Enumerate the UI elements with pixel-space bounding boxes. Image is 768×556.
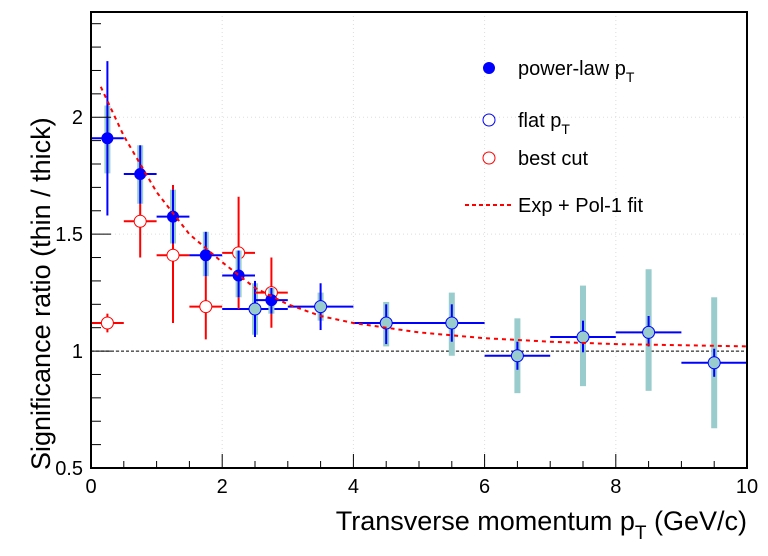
marker xyxy=(379,316,393,330)
x-axis-label-sub: T xyxy=(635,523,647,544)
marker xyxy=(314,300,328,314)
data-point xyxy=(681,297,747,429)
marker xyxy=(100,316,114,330)
data-point xyxy=(91,61,124,216)
marker xyxy=(265,294,278,307)
data-point xyxy=(484,318,551,394)
marker xyxy=(199,300,213,314)
marker xyxy=(199,249,212,262)
marker xyxy=(642,325,656,339)
legend-label-sub: T xyxy=(626,69,635,85)
marker xyxy=(576,330,590,344)
y-tick-label: 0.5 xyxy=(55,458,83,480)
marker xyxy=(445,316,459,330)
marker xyxy=(232,269,245,282)
data-marks xyxy=(91,61,748,429)
y-tick-label: 1 xyxy=(72,341,83,363)
data-point xyxy=(550,285,616,387)
axes-box xyxy=(90,11,748,469)
x-axis-label: Transverse momentum pT (GeV/c) xyxy=(336,506,747,544)
x-axis-label-main: Transverse momentum p xyxy=(336,506,635,536)
marker xyxy=(134,168,147,181)
plot-frame xyxy=(90,11,748,469)
legend-label-main: power-law p xyxy=(518,58,626,80)
x-tick-label: 8 xyxy=(610,476,621,498)
marker xyxy=(133,214,147,228)
grid xyxy=(91,12,747,468)
data-point xyxy=(123,145,157,204)
legend-entry: best cut xyxy=(482,148,588,170)
legend-label-sub: T xyxy=(561,121,570,137)
marker xyxy=(707,356,721,370)
y-tick-label: 1.5 xyxy=(55,224,83,246)
data-point xyxy=(353,301,419,347)
x-tick-label: 10 xyxy=(736,476,758,498)
legend-label-main: Exp + Pol-1 fit xyxy=(518,195,644,217)
legend-label: Exp + Pol-1 fit xyxy=(518,195,644,217)
legend-marker xyxy=(482,151,496,165)
marker xyxy=(166,248,180,262)
legend-label: flat pT xyxy=(518,110,570,137)
legend-label: power-law pT xyxy=(518,58,635,85)
data-point xyxy=(255,287,288,314)
legend-marker xyxy=(482,113,496,127)
x-tick-label: 6 xyxy=(479,476,490,498)
data-point xyxy=(156,189,190,244)
tick-labels: 0 2 4 6 8 10 0.5 1 1.5 2 xyxy=(55,107,758,498)
legend-entry: power-law pT xyxy=(483,58,635,85)
y-tick-label: 2 xyxy=(72,107,83,129)
x-axis-label-unit: (GeV/c) xyxy=(646,506,747,536)
data-point xyxy=(222,280,288,338)
data-point xyxy=(189,273,223,340)
x-tick-label: 4 xyxy=(348,476,359,498)
legend-marker xyxy=(483,62,495,74)
legend-entry: Exp + Pol-1 fit xyxy=(465,195,644,217)
data-point xyxy=(419,292,485,356)
x-tick-label: 2 xyxy=(217,476,228,498)
marker xyxy=(101,132,114,145)
fit-curve xyxy=(99,86,748,348)
y-axis-label: Significance ratio (thin / thick) xyxy=(26,117,56,470)
data-point xyxy=(615,269,682,391)
marker xyxy=(167,210,179,223)
marker xyxy=(510,349,524,363)
legend-entry: flat pT xyxy=(482,110,570,137)
marker xyxy=(248,302,262,316)
legend-label-main: best cut xyxy=(518,148,588,170)
data-point xyxy=(91,313,124,333)
data-point xyxy=(189,231,223,277)
data-point xyxy=(287,283,354,331)
x-tick-label: 0 xyxy=(85,476,96,498)
legend-label-main: flat p xyxy=(518,110,561,132)
legend-label: best cut xyxy=(518,148,588,170)
